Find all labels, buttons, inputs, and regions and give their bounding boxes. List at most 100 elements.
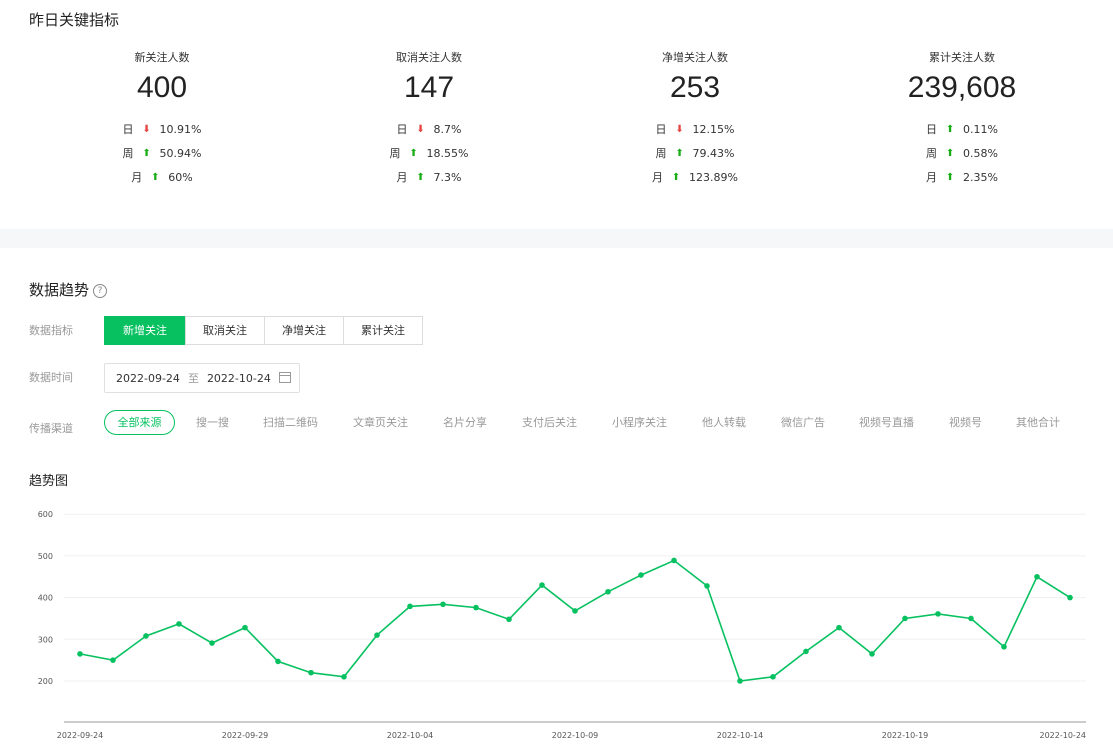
time-row-label: 数据时间 [29, 371, 73, 384]
data-point[interactable] [308, 669, 314, 676]
data-point[interactable] [374, 632, 380, 638]
change-value: 2.35% [963, 171, 998, 184]
period-label: 日 [396, 123, 408, 136]
kpi-change-row: 月 ⬆ 7.3% [329, 166, 529, 190]
kpi-card: 新关注人数 400 日 ⬇ 10.91% 周 ⬆ 50.94% 月 ⬆ 60% [62, 50, 262, 190]
data-point[interactable] [638, 572, 644, 578]
data-point[interactable] [341, 674, 347, 680]
channel-tab[interactable]: 全部来源 [104, 410, 175, 435]
arrow-up-icon: ⬆ [945, 148, 955, 159]
kpi-change-row: 月 ⬆ 60% [62, 166, 262, 190]
data-point[interactable] [539, 582, 545, 588]
change-value: 0.11% [963, 123, 998, 136]
arrow-up-icon: ⬆ [945, 124, 955, 135]
metric-tab[interactable]: 新增关注 [104, 316, 186, 345]
period-label: 月 [652, 171, 664, 184]
data-point[interactable] [473, 604, 479, 611]
data-point[interactable] [407, 603, 413, 610]
trend-chart: 200 300 400 500 600 2022-09-24 2022-09-29 2022-… [38, 510, 1087, 740]
channel-tab[interactable]: 扫描二维码 [263, 416, 318, 429]
change-value: 10.91% [159, 123, 202, 136]
y-tick-label: 200 [38, 677, 53, 686]
kpi-label: 新关注人数 [134, 51, 190, 64]
data-point[interactable] [1067, 594, 1073, 601]
help-icon[interactable]: ? [93, 284, 108, 298]
data-point[interactable] [836, 624, 842, 631]
change-value: 7.3% [433, 171, 462, 184]
channel-tab[interactable]: 视频号 [949, 416, 982, 429]
data-point[interactable] [176, 621, 182, 627]
kpi-change-row: 日 ⬇ 8.7% [329, 118, 529, 142]
kpi-change-row: 日 ⬆ 0.11% [862, 118, 1062, 142]
data-point[interactable] [242, 624, 248, 631]
data-point[interactable] [935, 611, 941, 617]
kpi-card: 取消关注人数 147 日 ⬇ 8.7% 周 ⬆ 18.55% 月 ⬆ 7.3% [329, 50, 529, 190]
metric-tab[interactable]: 取消关注 [185, 316, 265, 345]
x-tick-label: 2022-10-09 [552, 731, 599, 740]
data-point[interactable] [1001, 644, 1007, 650]
channel-tab[interactable]: 文章页关注 [353, 416, 408, 429]
data-point[interactable] [572, 608, 578, 614]
channel-tab[interactable]: 支付后关注 [522, 416, 577, 429]
metric-row-label: 数据指标 [29, 324, 73, 337]
data-point[interactable] [506, 616, 512, 623]
arrow-up-icon: ⬆ [675, 148, 684, 159]
change-value: 79.43% [692, 147, 735, 160]
period-label: 月 [396, 171, 408, 184]
data-point[interactable] [77, 651, 83, 657]
data-point[interactable] [143, 633, 149, 639]
data-point[interactable] [671, 557, 677, 564]
metric-tab[interactable]: 净增关注 [264, 316, 344, 345]
chart-title: 趋势图 [29, 474, 69, 489]
date-range-picker[interactable]: 2022-09-24 至 2022-10-24 [104, 363, 300, 393]
data-point[interactable] [1034, 573, 1040, 580]
x-tick-label: 2022-10-24 [1040, 731, 1087, 740]
period-label: 日 [926, 123, 938, 136]
data-point[interactable] [803, 648, 809, 655]
kpi-change-row: 月 ⬆ 123.89% [595, 166, 795, 190]
x-tick-label: 2022-10-19 [882, 731, 929, 740]
change-value: 8.7% [433, 123, 462, 136]
calendar-icon[interactable] [279, 372, 291, 383]
y-tick-label: 600 [38, 510, 53, 519]
channel-tab[interactable]: 搜一搜 [196, 416, 229, 429]
x-tick-label: 2022-09-29 [222, 731, 269, 740]
date-separator: 至 [187, 372, 199, 385]
channel-tab[interactable]: 视频号直播 [859, 416, 914, 429]
data-point[interactable] [209, 640, 215, 646]
channel-tab[interactable]: 他人转载 [702, 416, 746, 429]
data-point[interactable] [968, 615, 974, 622]
data-point[interactable] [440, 601, 446, 608]
change-value: 0.58% [963, 147, 998, 160]
channel-tab[interactable]: 名片分享 [443, 416, 487, 429]
period-label: 周 [926, 147, 938, 160]
kpi-label: 取消关注人数 [396, 51, 462, 64]
arrow-up-icon: ⬆ [409, 148, 418, 159]
y-tick-label: 400 [38, 594, 53, 603]
data-point[interactable] [770, 674, 776, 680]
kpi-card: 净增关注人数 253 日 ⬇ 12.15% 周 ⬆ 79.43% 月 ⬆ 123… [595, 50, 795, 190]
data-point[interactable] [869, 651, 875, 657]
data-point[interactable] [275, 658, 281, 665]
kpi-label: 净增关注人数 [662, 51, 728, 64]
x-tick-label: 2022-09-24 [57, 731, 104, 740]
channel-tab[interactable]: 微信广告 [781, 416, 825, 429]
change-value: 12.15% [692, 123, 735, 136]
data-point[interactable] [110, 657, 116, 663]
kpi-label: 累计关注人数 [929, 51, 995, 64]
channel-tab[interactable]: 小程序关注 [612, 416, 667, 429]
metric-tab[interactable]: 累计关注 [343, 316, 423, 345]
kpi-change-row: 周 ⬆ 18.55% [329, 142, 529, 166]
channel-row-label: 传播渠道 [29, 422, 73, 435]
data-point[interactable] [704, 583, 710, 589]
data-point[interactable] [902, 615, 908, 622]
series-line [79, 559, 1071, 682]
data-point[interactable] [737, 678, 743, 684]
period-label: 周 [389, 147, 401, 160]
y-tick-label: 500 [38, 552, 53, 561]
data-point[interactable] [605, 588, 611, 595]
kpi-change-row: 周 ⬆ 0.58% [862, 142, 1062, 166]
arrow-up-icon: ⬆ [945, 172, 955, 183]
arrow-up-icon: ⬆ [671, 172, 681, 183]
channel-tab[interactable]: 其他合计 [1016, 416, 1060, 429]
